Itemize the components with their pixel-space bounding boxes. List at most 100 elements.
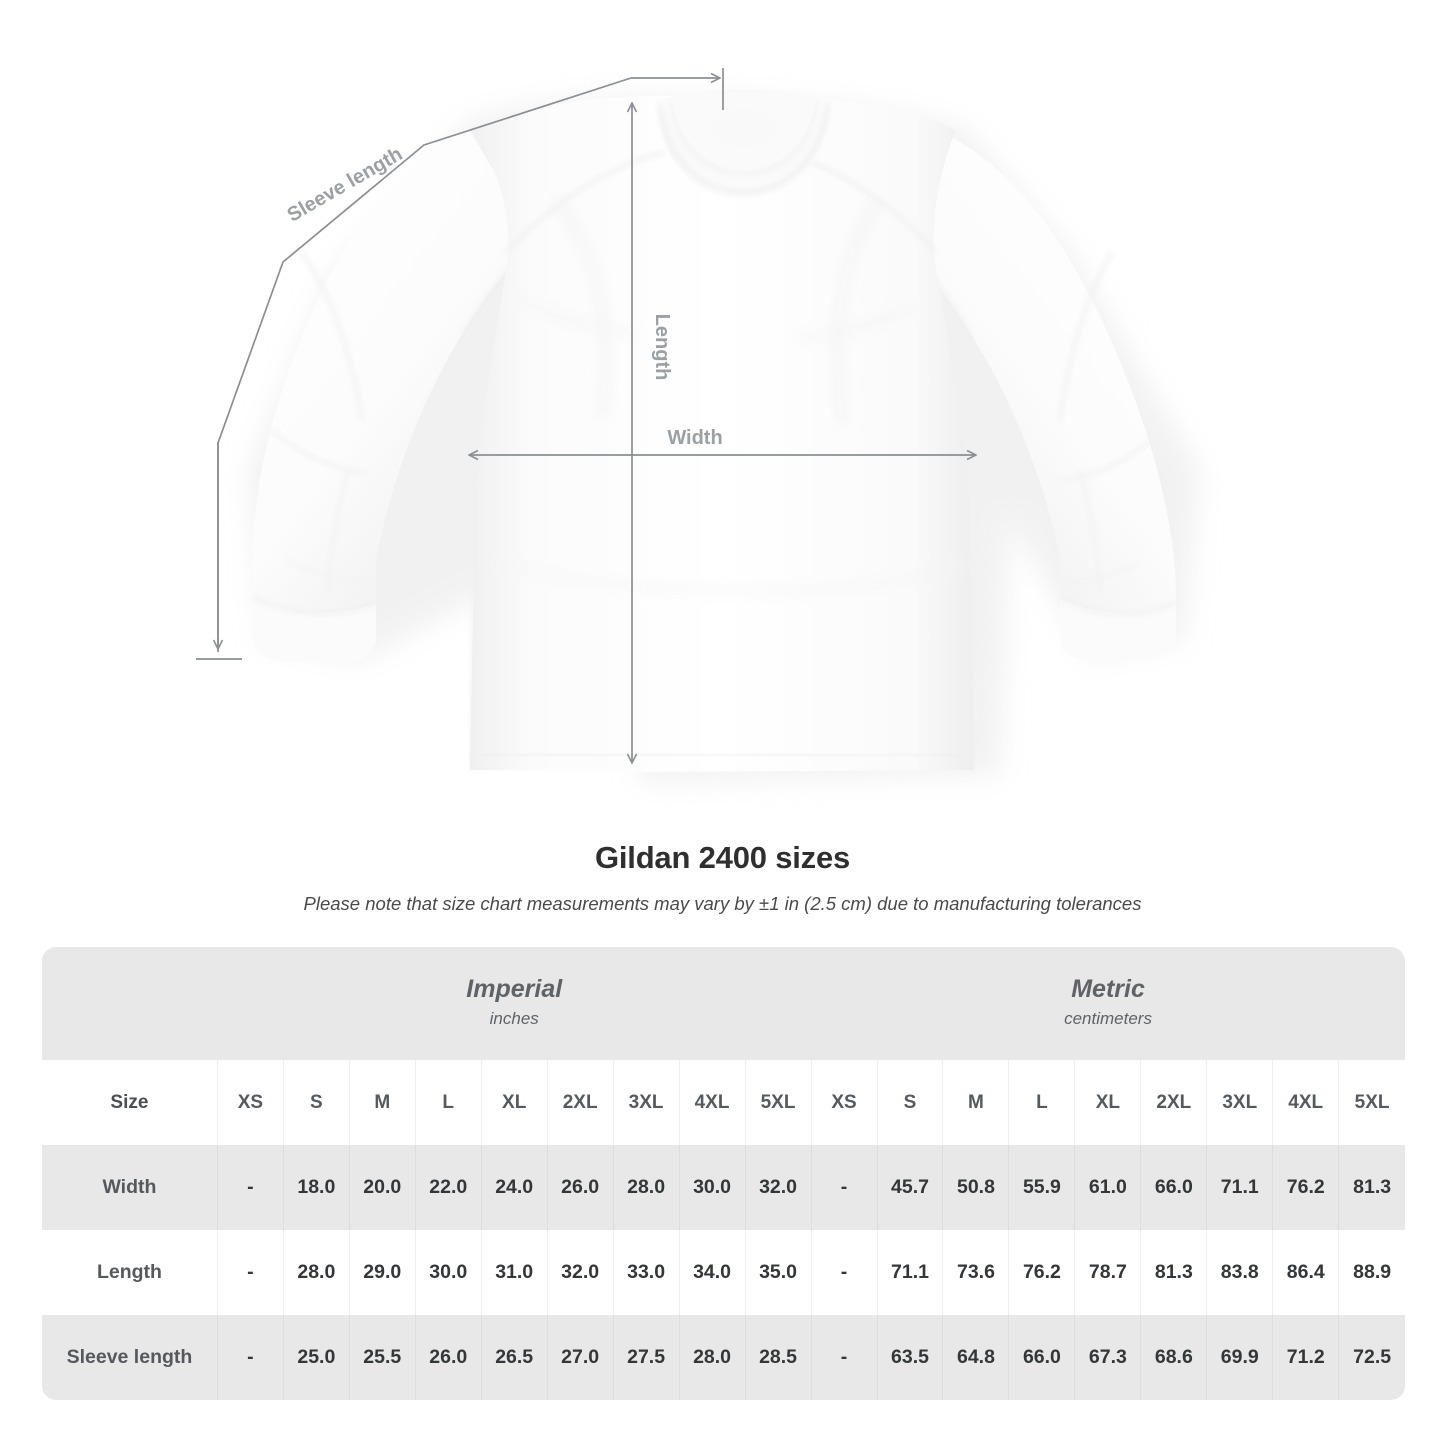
cell-length-imperial-l: 30.0 [414, 1230, 482, 1315]
size-table-container: Imperial inches Metric centimeters Size … [42, 947, 1405, 1400]
cell-sleeve-metric-xs: - [810, 1315, 878, 1400]
cell-sleeve-imperial-s: 25.0 [282, 1315, 350, 1400]
header-imperial-l: L [414, 1060, 482, 1145]
unit-sub-imperial: inches [489, 1008, 539, 1028]
cell-width-metric-2xl: 66.0 [1140, 1145, 1207, 1230]
table-row: Sleeve length - 25.0 25.5 26.0 26.5 27.0… [42, 1315, 1405, 1400]
unit-name-metric: Metric [1071, 974, 1145, 1003]
cell-sleeve-imperial-4xl: 28.0 [678, 1315, 746, 1400]
header-metric-l: L [1008, 1060, 1075, 1145]
cell-width-metric-5xl: 81.3 [1338, 1145, 1405, 1230]
unit-cell-imperial: Imperial inches [217, 947, 812, 1060]
cell-width-imperial-5xl: 32.0 [744, 1145, 812, 1230]
cell-width-imperial-2xl: 26.0 [546, 1145, 614, 1230]
cell-length-imperial-5xl: 35.0 [744, 1230, 812, 1315]
collar [656, 90, 832, 200]
cell-length-metric-l: 76.2 [1008, 1230, 1075, 1315]
cell-length-metric-s: 71.1 [876, 1230, 943, 1315]
header-metric-m: M [942, 1060, 1009, 1145]
header-imperial-xl: XL [480, 1060, 548, 1145]
row-label-length: Length [42, 1230, 218, 1315]
header-metric-xl: XL [1074, 1060, 1141, 1145]
header-metric-3xl: 3XL [1206, 1060, 1273, 1145]
unit-spacer-cell [42, 947, 218, 1060]
cell-length-imperial-4xl: 34.0 [678, 1230, 746, 1315]
header-metric-s: S [876, 1060, 943, 1145]
cell-sleeve-imperial-xs: - [216, 1315, 284, 1400]
header-metric-4xl: 4XL [1272, 1060, 1339, 1145]
cell-length-metric-3xl: 83.8 [1206, 1230, 1273, 1315]
cell-width-metric-4xl: 76.2 [1272, 1145, 1339, 1230]
cell-length-metric-5xl: 88.9 [1338, 1230, 1405, 1315]
cell-width-metric-3xl: 71.1 [1206, 1145, 1273, 1230]
cell-sleeve-imperial-5xl: 28.5 [744, 1315, 812, 1400]
right-sleeve [898, 132, 1178, 660]
cell-length-metric-xl: 78.7 [1074, 1230, 1141, 1315]
header-imperial-2xl: 2XL [546, 1060, 614, 1145]
cell-sleeve-imperial-2xl: 27.0 [546, 1315, 614, 1400]
cell-width-imperial-xs: - [216, 1145, 284, 1230]
row-label-width: Width [42, 1145, 218, 1230]
cell-sleeve-metric-4xl: 71.2 [1272, 1315, 1339, 1400]
left-sleeve [251, 128, 539, 662]
cell-sleeve-metric-5xl: 72.5 [1338, 1315, 1405, 1400]
cell-width-metric-xs: - [810, 1145, 878, 1230]
unit-name-imperial: Imperial [466, 974, 563, 1003]
cell-length-metric-4xl: 86.4 [1272, 1230, 1339, 1315]
row-label-sleeve-length: Sleeve length [42, 1315, 218, 1400]
header-imperial-m: M [348, 1060, 416, 1145]
cell-width-metric-s: 45.7 [876, 1145, 943, 1230]
header-metric-xs: XS [810, 1060, 878, 1145]
header-imperial-4xl: 4XL [678, 1060, 746, 1145]
header-imperial-s: S [282, 1060, 350, 1145]
cell-sleeve-metric-s: 63.5 [876, 1315, 943, 1400]
cell-sleeve-metric-3xl: 69.9 [1206, 1315, 1273, 1400]
header-imperial-5xl: 5XL [744, 1060, 812, 1145]
cell-width-imperial-xl: 24.0 [480, 1145, 548, 1230]
shirt-diagram: Sleeve length Length Width [196, 68, 1200, 782]
cell-sleeve-metric-l: 66.0 [1008, 1315, 1075, 1400]
cell-sleeve-imperial-3xl: 27.5 [612, 1315, 680, 1400]
garment-illustration: Sleeve length Length Width [196, 68, 1200, 782]
shirt-body [468, 96, 976, 772]
width-label: Width [667, 427, 722, 449]
cell-length-imperial-xs: - [216, 1230, 284, 1315]
cell-length-imperial-2xl: 32.0 [546, 1230, 614, 1315]
table-row: Length - 28.0 29.0 30.0 31.0 32.0 33.0 3… [42, 1230, 1405, 1315]
header-size-label: Size [42, 1060, 218, 1145]
tolerance-note: Please note that size chart measurements… [303, 893, 1142, 914]
cell-sleeve-imperial-m: 25.5 [348, 1315, 416, 1400]
size-chart-table: Imperial inches Metric centimeters Size … [42, 947, 1405, 1400]
measurement-lines [196, 68, 975, 762]
cell-length-metric-2xl: 81.3 [1140, 1230, 1207, 1315]
cell-width-metric-l: 55.9 [1008, 1145, 1075, 1230]
cell-width-metric-m: 50.8 [942, 1145, 1009, 1230]
title-block: Gildan 2400 sizes Please note that size … [0, 838, 1445, 918]
cell-width-imperial-4xl: 30.0 [678, 1145, 746, 1230]
length-label: Length [651, 314, 673, 381]
unit-cell-metric: Metric centimeters [811, 947, 1405, 1060]
cell-length-imperial-m: 29.0 [348, 1230, 416, 1315]
header-metric-5xl: 5XL [1338, 1060, 1405, 1145]
size-header-row: Size XS S M L XL 2XL 3XL 4XL 5XL XS S M … [42, 1060, 1405, 1145]
cell-sleeve-metric-m: 64.8 [942, 1315, 1009, 1400]
cell-length-imperial-s: 28.0 [282, 1230, 350, 1315]
cell-width-imperial-3xl: 28.0 [612, 1145, 680, 1230]
page-title: Gildan 2400 sizes [594, 840, 851, 875]
cell-width-metric-xl: 61.0 [1074, 1145, 1141, 1230]
header-imperial-xs: XS [216, 1060, 284, 1145]
unit-sub-metric: centimeters [1064, 1008, 1152, 1028]
cell-length-imperial-3xl: 33.0 [612, 1230, 680, 1315]
cell-length-metric-m: 73.6 [942, 1230, 1009, 1315]
cell-sleeve-imperial-xl: 26.5 [480, 1315, 548, 1400]
cell-sleeve-metric-2xl: 68.6 [1140, 1315, 1207, 1400]
cell-width-imperial-m: 20.0 [348, 1145, 416, 1230]
header-metric-2xl: 2XL [1140, 1060, 1207, 1145]
cell-sleeve-imperial-l: 26.0 [414, 1315, 482, 1400]
table-row: Width - 18.0 20.0 22.0 24.0 26.0 28.0 30… [42, 1145, 1405, 1230]
header-imperial-3xl: 3XL [612, 1060, 680, 1145]
cell-width-imperial-l: 22.0 [414, 1145, 482, 1230]
cell-sleeve-metric-xl: 67.3 [1074, 1315, 1141, 1400]
cell-length-imperial-xl: 31.0 [480, 1230, 548, 1315]
cell-width-imperial-s: 18.0 [282, 1145, 350, 1230]
